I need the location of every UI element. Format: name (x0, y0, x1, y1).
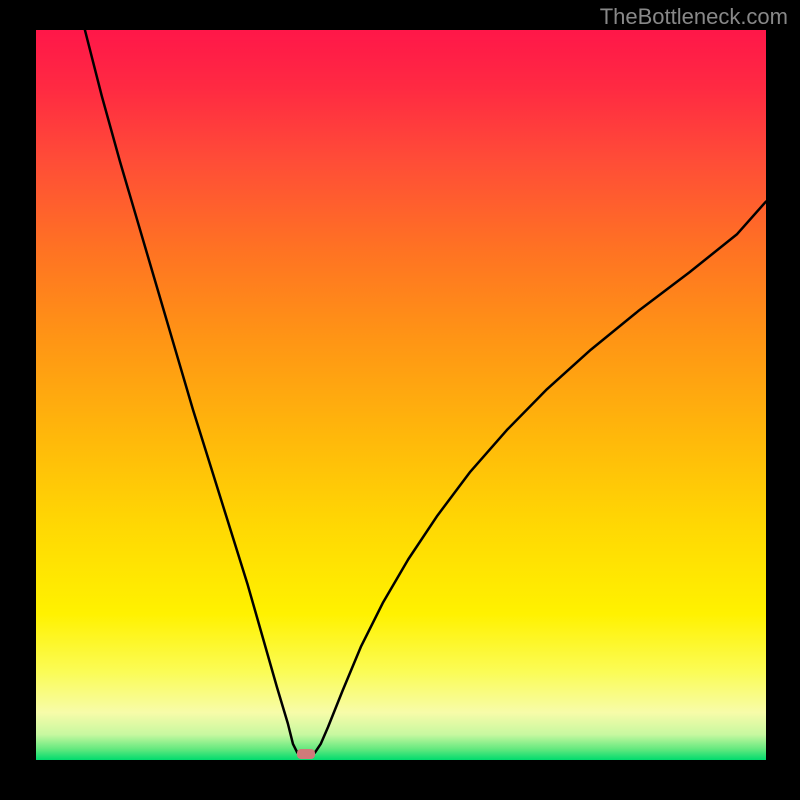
min-marker (297, 749, 315, 759)
v-curve-path (85, 30, 766, 753)
watermark-text: TheBottleneck.com (600, 4, 788, 30)
plot-area (36, 30, 766, 760)
curve-svg (36, 30, 766, 760)
